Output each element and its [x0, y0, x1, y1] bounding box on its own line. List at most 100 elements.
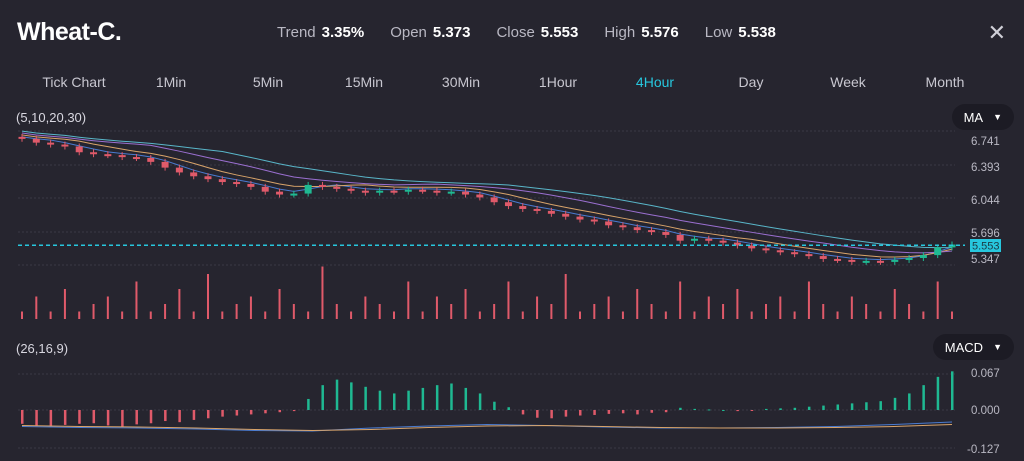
candle [433, 190, 441, 193]
tab-month[interactable]: Month [925, 74, 965, 90]
volume-bar [908, 304, 911, 319]
candle [175, 167, 183, 173]
macd-histogram-bar [92, 410, 96, 424]
candle [533, 208, 541, 211]
stat-value: 3.35% [321, 24, 365, 41]
volume-bar [493, 304, 496, 319]
volume-bar [951, 311, 953, 319]
tab-tick-chart[interactable]: Tick Chart [42, 74, 106, 90]
stat-open: Open 5.373 [390, 24, 470, 41]
close-icon[interactable]: ✕ [987, 20, 1006, 45]
stat-label: Open [390, 24, 427, 41]
volume-bar [264, 311, 267, 319]
moving-average-line [21, 134, 953, 258]
volume-bar [579, 311, 581, 319]
volume-bar [521, 311, 524, 319]
candle [819, 256, 827, 259]
caret-down-icon: ▼ [993, 342, 1002, 352]
candle [690, 238, 698, 241]
volume-bar [779, 296, 782, 319]
candle [547, 210, 555, 214]
macd-histogram-bar [822, 405, 825, 410]
tab-15min[interactable]: 15Min [344, 74, 384, 90]
macd-histogram-bar [908, 393, 911, 410]
macd-histogram-bar [450, 383, 453, 410]
macd-histogram-bar [21, 410, 24, 424]
volume-bar [421, 311, 424, 319]
volume-bar [393, 311, 395, 319]
volume-bar [621, 311, 624, 319]
macd-histogram-bar [836, 404, 840, 410]
tab-4hour[interactable]: 4Hour [635, 74, 675, 90]
macd-params: (26,16,9) [16, 341, 69, 356]
volume-bar [335, 304, 338, 319]
macd-histogram-bar [650, 410, 654, 413]
macd-histogram-bar [63, 410, 67, 425]
tab-5min[interactable]: 5Min [252, 74, 284, 90]
tab-1hour[interactable]: 1Hour [538, 74, 578, 90]
volume-bar [207, 274, 209, 319]
candle [333, 186, 341, 189]
candle [318, 184, 326, 187]
moving-average-line [21, 132, 953, 254]
macd-histogram-bar [135, 410, 138, 425]
volume-bar [607, 296, 610, 319]
macd-histogram-bar [936, 376, 940, 410]
macd-histogram-bar [292, 410, 296, 412]
stat-label: High [604, 24, 636, 41]
volume-bar [636, 289, 639, 319]
candle [891, 259, 899, 262]
macd-histogram-bar [679, 407, 682, 410]
candle [218, 179, 226, 183]
stat-low: Low 5.538 [705, 24, 776, 41]
candle [862, 260, 870, 263]
volume-bar [879, 311, 882, 319]
candle [948, 244, 956, 248]
candle [934, 247, 942, 256]
stat-high: High 5.576 [604, 24, 678, 41]
ma-params: (5,10,20,30) [16, 110, 87, 125]
volume-bar [78, 311, 81, 319]
macd-histogram-bar [464, 387, 468, 410]
macd-indicator-dropdown[interactable]: MACD ▼ [932, 334, 1014, 360]
candle [118, 155, 126, 158]
volume-bar [793, 311, 796, 319]
volume-bar [936, 281, 939, 319]
volume-bar [249, 296, 252, 319]
volume-bar [435, 296, 438, 319]
candle [161, 161, 169, 168]
tab-30min[interactable]: 30Min [441, 74, 481, 90]
candle [848, 259, 856, 262]
moving-average-line [21, 136, 953, 261]
candle [662, 232, 670, 235]
macd-histogram-bar [178, 410, 181, 423]
volume-bar [736, 289, 739, 319]
stat-value: 5.373 [432, 24, 471, 41]
volume-bar [149, 311, 152, 319]
volume-bar [164, 304, 167, 319]
volume-bar [507, 281, 510, 319]
candle [648, 230, 656, 233]
candle [490, 197, 498, 203]
candle [562, 213, 570, 217]
candle [419, 189, 427, 192]
candle [104, 154, 112, 157]
volume-bar [106, 296, 109, 319]
volume-bar [693, 311, 696, 319]
macd-histogram-bar [121, 410, 124, 427]
macd-histogram-bar [221, 410, 224, 417]
candle [876, 260, 884, 263]
tab-day[interactable]: Day [738, 74, 764, 90]
ma-indicator-dropdown[interactable]: MA ▼ [951, 104, 1014, 130]
macd-histogram-bar [335, 379, 339, 410]
volume-bar [292, 304, 295, 319]
candle [304, 184, 312, 194]
volume-bar [450, 304, 453, 319]
candle [147, 158, 155, 162]
volume-bar [536, 296, 539, 319]
macd-histogram-bar [736, 410, 739, 412]
tab-week[interactable]: Week [830, 74, 866, 90]
tab-1min[interactable]: 1Min [155, 74, 187, 90]
macd-histogram-bar [621, 410, 625, 414]
